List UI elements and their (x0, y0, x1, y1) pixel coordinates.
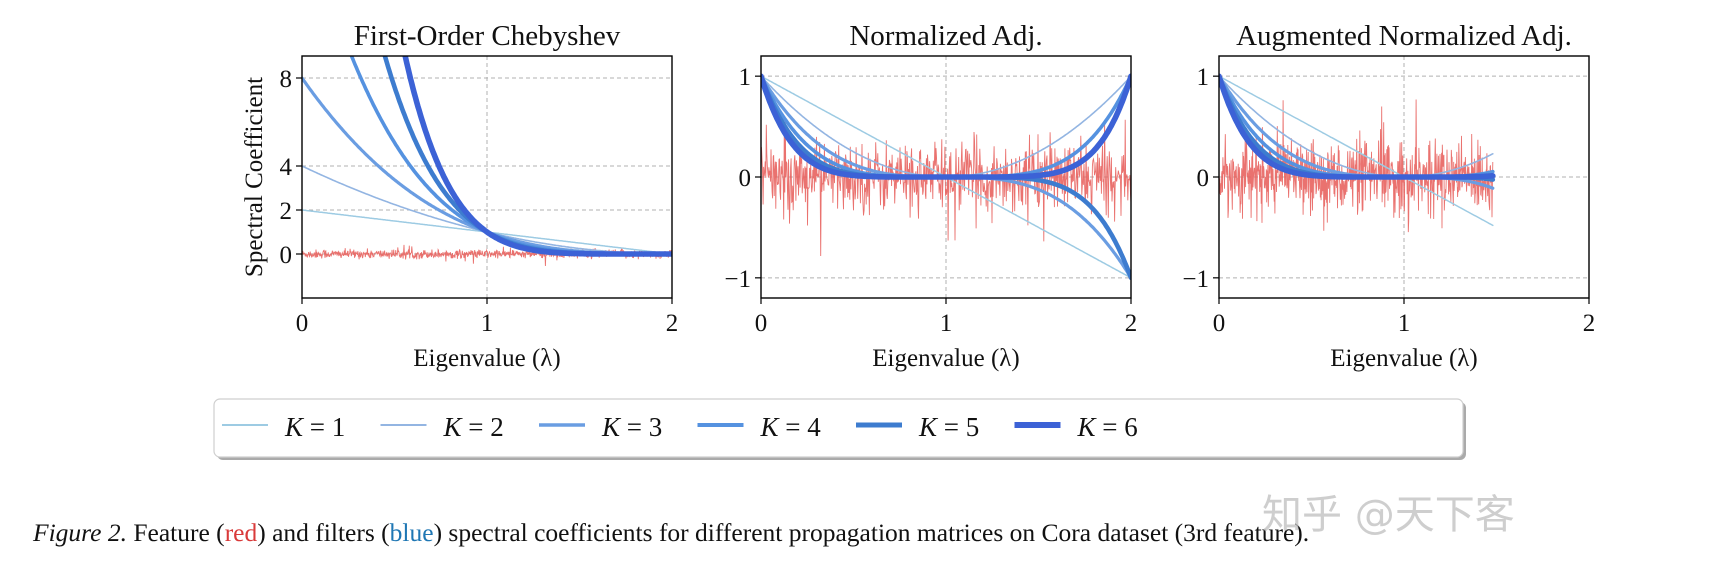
caption-text: ) spectral coefficients for different pr… (433, 518, 1310, 547)
legend-label: K = 5 (918, 412, 979, 442)
y-axis-label: Spectral Coefficient (241, 77, 268, 277)
legend: K = 1 K = 2 K = 3 K = 4 K = 5 K = 6 (213, 398, 1466, 460)
x-tick-label: 2 (666, 310, 679, 337)
figure-caption: Figure 2. Feature (red) and filters (blu… (33, 518, 1309, 548)
caption-text: ) and filters ( (257, 518, 390, 547)
legend-item-k5: K = 5 (856, 412, 979, 442)
x-tick-label: 1 (1398, 310, 1411, 337)
legend-label: K = 6 (1077, 412, 1138, 442)
x-tick-label: 2 (1583, 310, 1596, 337)
y-tick-label: −1 (1182, 266, 1209, 293)
y-tick-label: 1 (739, 64, 752, 91)
caption-label: Figure 2. (33, 518, 127, 547)
feature-series (1219, 99, 1494, 233)
filter-series-k1 (1219, 75, 1494, 227)
caption-blue-word: blue (389, 518, 434, 547)
filter-series-k6 (402, 56, 672, 257)
x-tick-label: 0 (296, 310, 309, 337)
watermark: 知乎 @天下客 (1262, 492, 1515, 538)
legend-item-k6: K = 6 (1014, 412, 1138, 442)
x-tick-label: 1 (481, 310, 494, 337)
y-tick-label: 4 (280, 154, 293, 181)
panel-title: Augmented Normalized Adj. (1236, 20, 1572, 52)
y-tick-label: 8 (280, 66, 293, 93)
x-axis-label: Eigenvalue (λ) (872, 345, 1019, 372)
legend-item-k1: K = 1 (222, 412, 345, 442)
y-tick-label: 2 (280, 198, 293, 225)
x-tick-label: 1 (940, 310, 953, 337)
panel-title: First-Order Chebyshev (354, 20, 621, 52)
y-tick-label: 0 (280, 242, 293, 269)
legend-label: K = 1 (284, 412, 345, 442)
legend-label: K = 4 (760, 412, 822, 442)
y-tick-label: 0 (1197, 165, 1210, 192)
y-tick-label: 1 (1197, 64, 1210, 91)
x-tick-label: 0 (755, 310, 768, 337)
y-tick-label: 0 (739, 165, 752, 192)
caption-text: Feature ( (126, 518, 225, 547)
legend-item-k4: K = 4 (697, 412, 822, 442)
x-axis-label: Eigenvalue (λ) (1330, 345, 1477, 372)
legend-box (213, 398, 1464, 458)
y-tick-label: −1 (724, 266, 751, 293)
x-axis-label: Eigenvalue (λ) (413, 345, 560, 372)
panel-title: Normalized Adj. (849, 20, 1042, 52)
legend-label: K = 3 (601, 412, 662, 442)
filter-series-k6 (1219, 73, 1496, 180)
caption-red-word: red (224, 518, 258, 547)
legend-item-k3: K = 3 (539, 412, 662, 442)
filter-series-k2 (1219, 75, 1494, 178)
filter-series-k6 (761, 73, 1131, 180)
legend-item-k2: K = 2 (380, 412, 504, 442)
x-tick-label: 2 (1125, 310, 1138, 337)
x-tick-label: 0 (1213, 310, 1226, 337)
panel-1: 0 1 2 0 2 4 8 First-Order Chebyshev Eigenvalue (… (241, 20, 679, 372)
legend-label: K = 2 (443, 412, 504, 442)
